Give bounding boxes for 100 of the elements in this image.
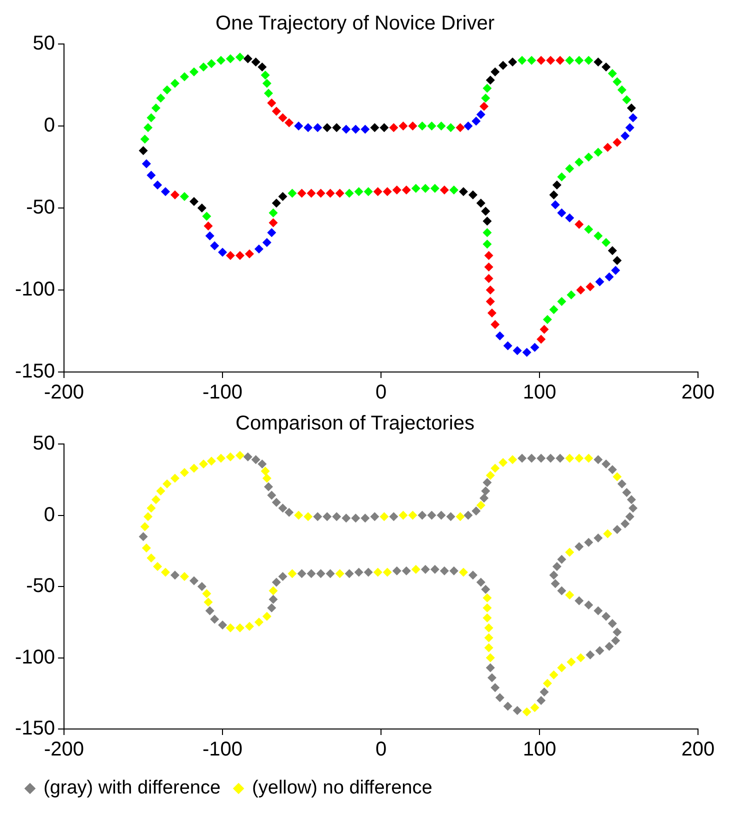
point <box>342 124 351 134</box>
point <box>566 290 576 300</box>
point <box>602 62 611 72</box>
x-tick-label: -200 <box>44 738 84 761</box>
point <box>557 172 566 182</box>
point <box>392 185 402 194</box>
legend-label: (gray) with difference <box>44 778 221 799</box>
point <box>272 198 281 208</box>
point <box>503 341 512 350</box>
point <box>482 240 492 249</box>
point <box>189 67 198 76</box>
point <box>481 94 490 103</box>
point <box>542 315 552 324</box>
y-tick-label: -50 <box>26 196 56 219</box>
point <box>360 124 370 134</box>
point <box>626 103 636 112</box>
point <box>512 346 522 356</box>
point <box>440 185 449 194</box>
x-tick-label: 200 <box>681 382 715 404</box>
point <box>458 187 468 196</box>
point <box>482 216 492 226</box>
point <box>180 192 189 202</box>
point <box>508 58 518 67</box>
point <box>226 251 235 260</box>
point <box>576 286 586 294</box>
point <box>254 244 264 254</box>
point <box>487 308 496 318</box>
point <box>620 131 630 140</box>
point <box>584 152 594 162</box>
point <box>206 59 216 68</box>
x-tick-label: 100 <box>522 738 556 761</box>
point <box>268 218 278 228</box>
chart-title: One Trajectory of Novice Driver <box>216 12 495 35</box>
point <box>574 220 584 229</box>
point <box>484 251 494 260</box>
point <box>202 212 212 221</box>
point <box>430 184 440 193</box>
point <box>226 54 235 64</box>
point <box>144 123 153 132</box>
point <box>146 170 156 180</box>
point <box>549 190 558 200</box>
x-tick-label: -100 <box>202 738 243 761</box>
point <box>382 187 392 196</box>
point <box>398 122 408 130</box>
point <box>427 122 436 130</box>
point <box>482 228 492 238</box>
point <box>449 185 458 194</box>
point <box>218 248 228 257</box>
point <box>565 164 574 174</box>
point <box>490 320 500 329</box>
point <box>490 67 500 76</box>
point <box>527 56 536 65</box>
point <box>402 185 411 194</box>
point <box>153 180 162 190</box>
point <box>351 124 360 134</box>
point <box>565 213 574 222</box>
point <box>162 85 172 94</box>
point <box>322 123 332 132</box>
point <box>418 122 427 130</box>
point <box>210 241 220 250</box>
point <box>546 56 556 65</box>
y-tick-label: 0 <box>44 504 56 526</box>
point <box>262 78 272 88</box>
y-tick-label: -50 <box>26 575 56 598</box>
y-tick-label: -100 <box>15 646 56 668</box>
point <box>584 56 594 65</box>
point <box>484 274 494 284</box>
point <box>565 56 574 65</box>
point <box>612 138 622 147</box>
point <box>216 56 226 65</box>
point <box>294 122 304 130</box>
point <box>536 56 546 65</box>
point <box>278 113 288 122</box>
x-tick-label: 0 <box>375 738 387 761</box>
point <box>617 85 626 94</box>
point <box>197 204 206 212</box>
point <box>594 148 603 157</box>
point <box>354 187 364 196</box>
point <box>205 231 214 240</box>
x-tick-label: -100 <box>202 382 243 404</box>
point <box>549 305 558 314</box>
point <box>306 188 316 198</box>
point <box>604 272 614 282</box>
point <box>522 348 532 357</box>
point <box>456 123 465 132</box>
y-tick-label: 0 <box>44 114 56 137</box>
point <box>272 106 281 116</box>
point <box>602 238 611 247</box>
x-tick-label: 100 <box>522 382 556 404</box>
point <box>625 123 634 132</box>
point <box>156 94 166 103</box>
point <box>235 52 244 62</box>
point <box>612 256 622 265</box>
legend-label: (yellow) no difference <box>252 778 432 799</box>
point <box>264 88 273 98</box>
point <box>204 222 213 231</box>
point <box>316 188 326 198</box>
point <box>411 184 420 193</box>
point <box>142 159 151 168</box>
point <box>594 58 603 67</box>
